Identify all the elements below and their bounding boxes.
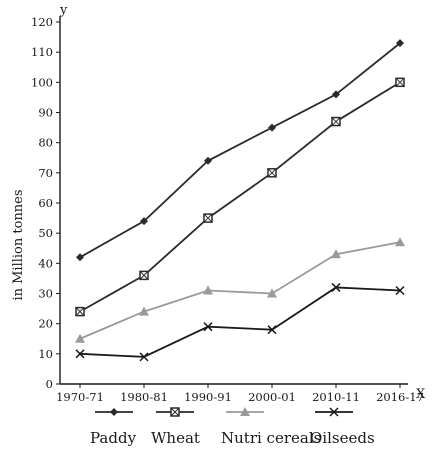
data-point-wheat [331, 116, 341, 127]
y-tick-label: 120 [31, 15, 53, 29]
marker-square-cross [75, 307, 85, 316]
legend-marker [170, 407, 180, 417]
legend-item-nutri-cereals: Nutri cereals [221, 407, 321, 447]
marker-square-cross [331, 117, 341, 126]
y-tick-label: 40 [38, 256, 53, 270]
y-tick-label: 110 [31, 45, 53, 59]
data-point-nutri-cereals [203, 285, 213, 295]
marker-square-cross [170, 407, 180, 417]
data-point-nutri-cereals [139, 306, 149, 316]
data-point-oilseeds [203, 322, 213, 332]
data-point-wheat [139, 270, 149, 281]
x-tick-label: 1980-81 [120, 390, 168, 404]
data-point-wheat [75, 306, 85, 317]
marker-square-cross [203, 213, 213, 223]
data-point-nutri-cereals [331, 249, 341, 259]
marker-square-cross [139, 271, 149, 280]
series-line-nutri-cereals [79, 241, 401, 340]
legend-label: Nutri cereals [221, 429, 321, 447]
x-tick-label: 1970-71 [56, 390, 104, 404]
data-point-nutri-cereals [395, 237, 405, 247]
x-tick-label: 2010-11 [312, 390, 360, 404]
x-axis-letter: X [416, 387, 426, 402]
data-point-nutri-cereals [267, 288, 277, 298]
data-point-paddy [396, 39, 404, 48]
legend-item-oilseeds: Oilseeds [310, 407, 375, 447]
y-ticks: 0 10 20 30 40 50 60 70 80 90 100 110 120 [31, 15, 60, 391]
data-point-oilseeds [395, 285, 405, 296]
data-point-oilseeds [267, 325, 277, 335]
y-axis-letter: y [59, 3, 68, 18]
data-point-oilseeds [331, 282, 341, 292]
y-tick-label: 100 [31, 75, 53, 89]
marker-square-cross [395, 77, 405, 87]
marker-cross-stroke [329, 407, 339, 417]
series-line-wheat [79, 81, 401, 313]
data-point-oilseeds [139, 352, 149, 362]
legend-label: Wheat [151, 429, 200, 447]
marker-cross-stroke [75, 349, 85, 359]
y-tick-label: 60 [38, 196, 53, 210]
y-tick-label: 10 [38, 347, 53, 361]
axes [59, 16, 408, 385]
x-tick-label: 2000-01 [248, 390, 296, 404]
y-tick-label: 70 [38, 166, 53, 180]
y-tick-label: 90 [38, 106, 53, 120]
y-axis-title: in Million tonnes [11, 189, 26, 300]
marker-cross-stroke [203, 322, 213, 332]
marker-cross-stroke [139, 352, 149, 362]
marker-cross-stroke [267, 325, 277, 335]
data-point-wheat [267, 168, 277, 178]
data-point-oilseeds [75, 349, 85, 359]
marker-cross-stroke [331, 282, 341, 292]
legend-label: Paddy [90, 429, 137, 447]
x-ticks: 1970-71 1980-81 1990-91 2000-01 2010-11 2016-… [56, 384, 424, 404]
y-tick-label: 80 [38, 136, 53, 150]
data-point-paddy [332, 90, 340, 99]
data-point-nutri-cereals [75, 333, 85, 343]
data-point-wheat [395, 77, 405, 88]
series-line-paddy [79, 42, 401, 259]
series-line-oilseeds [79, 286, 401, 358]
marker-cross-stroke [395, 285, 405, 296]
legend-marker [110, 408, 118, 416]
legend-item-paddy: Paddy [90, 408, 137, 447]
y-tick-label: 50 [38, 226, 53, 240]
series-lines [75, 39, 405, 362]
x-tick-label: 1990-91 [184, 390, 232, 404]
marker-square-cross [267, 168, 277, 178]
data-point-paddy [268, 123, 276, 132]
x-tick-label: 2016-17 [376, 390, 424, 404]
y-tick-label: 30 [38, 287, 53, 301]
legend-label: Oilseeds [310, 429, 375, 447]
data-point-paddy [140, 217, 148, 226]
legend-marker [329, 407, 339, 417]
data-point-paddy [204, 156, 212, 165]
legend-marker [240, 407, 250, 416]
y-tick-label: 20 [38, 317, 53, 331]
data-point-wheat [203, 213, 213, 223]
data-point-paddy [76, 253, 84, 262]
legend-item-wheat: Wheat [151, 407, 200, 447]
y-tick-label: 0 [46, 377, 53, 391]
